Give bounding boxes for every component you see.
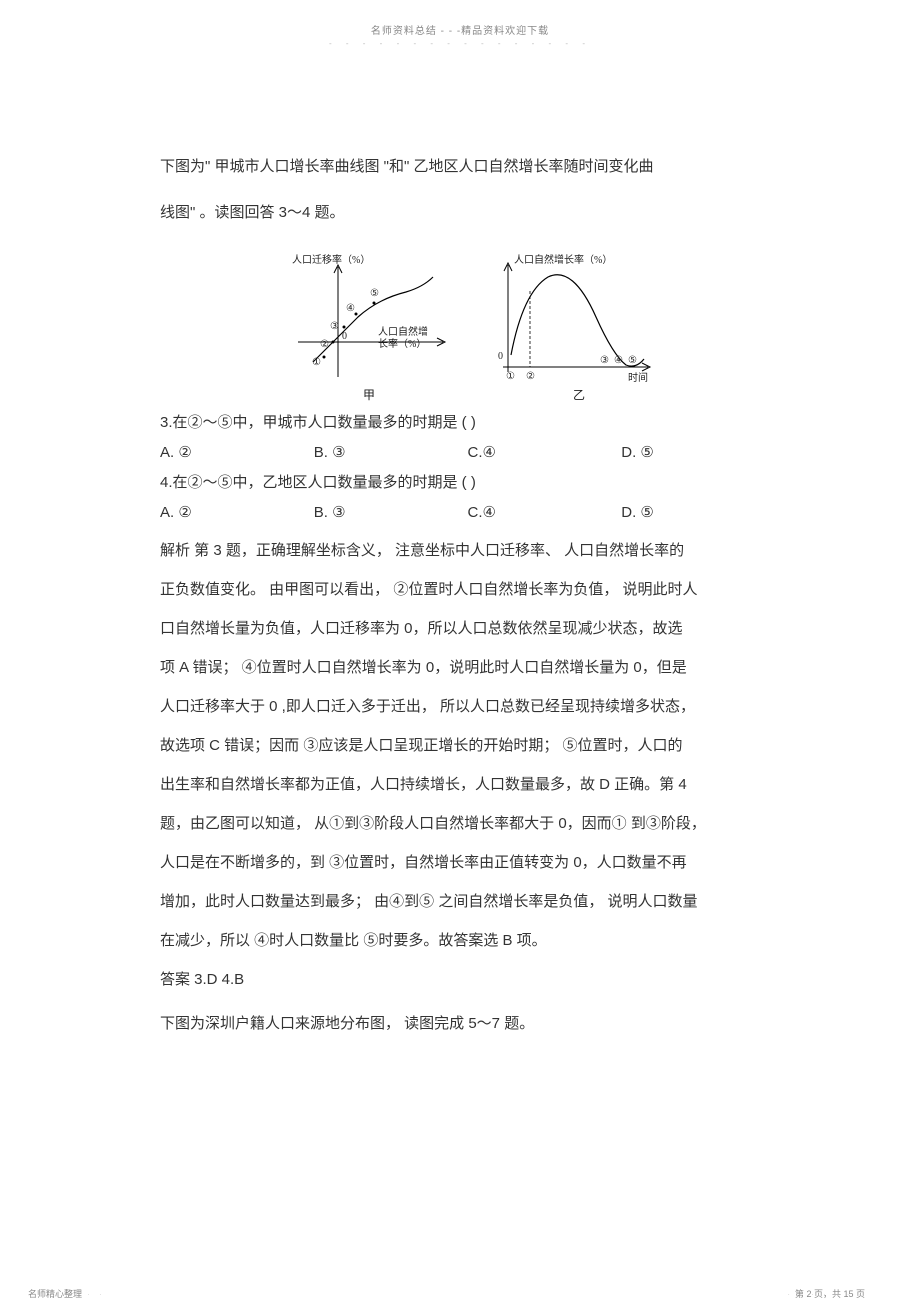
q4-stem: 4.在②～⑤中，乙地区人口数量最多的时期是 ( ): [160, 471, 775, 495]
jia-x-label-1: 人口自然增: [378, 325, 428, 338]
jia-x-label-2: 长率（%）: [378, 337, 426, 350]
exp-l7: 出生率和自然增长率都为正值，人口持续增长，人口数量最多，故 D 正确。第 4: [160, 765, 775, 804]
next-intro: 下图为深圳户籍人口来源地分布图， 读图完成 5～7 题。: [160, 1012, 775, 1036]
header-title: 名师资料总结 - - -精品资料欢迎下载: [371, 26, 549, 37]
yi-marker-4: ④: [614, 355, 623, 366]
main-content: 下图为" 甲城市人口增长率曲线图 "和" 乙地区人口自然增长率随时间变化曲 线图…: [160, 155, 775, 1036]
exp-l5: 人口迁移率大于 0 ,即人口迁入多于迁出， 所以人口总数已经呈现持续增多状态，: [160, 687, 775, 726]
exp-l3: 口自然增长量为负值，人口迁移率为 0，所以人口总数依然呈现减少状态，故选: [160, 609, 775, 648]
exp-l2: 正负数值变化。 由甲图可以看出， ②位置时人口自然增长率为负值， 说明此时人: [160, 570, 775, 609]
q4-opt-d: D. ⑤: [621, 501, 775, 525]
yi-x-label: 时间: [628, 371, 648, 384]
q4-options: A. ② B. ③ C.④ D. ⑤: [160, 501, 775, 525]
figure-container: 人口迁移率（%） 人口自然增 长率（%） 0 ① ② ③ ④ ⑤: [160, 247, 775, 407]
exp-l4: 项 A 错误； ④位置时人口自然增长率为 0，说明此时人口自然增长量为 0，但是: [160, 648, 775, 687]
figure-jia-svg: 人口迁移率（%） 人口自然增 长率（%） 0 ① ② ③ ④ ⑤: [278, 247, 458, 407]
q3-opt-a: A. ②: [160, 441, 314, 465]
figure-yi-svg: 人口自然增长率（%） 时间 0 ① ② ③ ④ ⑤ 乙: [478, 247, 658, 407]
yi-caption: 乙: [573, 388, 585, 402]
jia-marker-5: ⑤: [370, 288, 379, 299]
exp-l11: 在减少，所以 ④时人口数量比 ⑤时要多。故答案选 B 项。: [160, 921, 775, 960]
answer-line: 答案 3.D 4.B: [160, 968, 775, 992]
jia-marker-2: ②: [320, 339, 329, 350]
header-dots: - - - - - - - - - - - - - - - -: [0, 39, 920, 48]
q3-stem: 3.在②～⑤中，甲城市人口数量最多的时期是 ( ): [160, 411, 775, 435]
intro-line-1: 下图为" 甲城市人口增长率曲线图 "和" 乙地区人口自然增长率随时间变化曲: [160, 155, 775, 179]
exp-l8: 题，由乙图可以知道， 从①到③阶段人口自然增长率都大于 0，因而① 到③阶段，: [160, 804, 775, 843]
yi-zero: 0: [498, 351, 503, 362]
q3-options: A. ② B. ③ C.④ D. ⑤: [160, 441, 775, 465]
q4-opt-a: A. ②: [160, 501, 314, 525]
figure-jia: 人口迁移率（%） 人口自然增 长率（%） 0 ① ② ③ ④ ⑤: [278, 247, 458, 407]
exp-l6: 故选项 C 错误；因而 ③应该是人口呈现正增长的开始时期； ⑤位置时，人口的: [160, 726, 775, 765]
yi-marker-3: ③: [600, 355, 609, 366]
explanation-block: 解析 第 3 题，正确理解坐标含义， 注意坐标中人口迁移率、 人口自然增长率的 …: [160, 531, 775, 960]
q4-opt-b: B. ③: [314, 501, 468, 525]
footer-dots-left: . . . . . . .: [28, 1290, 105, 1297]
jia-marker-4: ④: [346, 303, 355, 314]
jia-caption: 甲: [363, 388, 375, 402]
jia-marker-1: ①: [312, 357, 321, 368]
yi-marker-1: ①: [506, 371, 515, 382]
jia-marker-3: ③: [330, 321, 339, 332]
intro-line-2: 线图" 。读图回答 3～4 题。: [160, 201, 775, 225]
footer-dots-right: . . . . . . .: [788, 1290, 865, 1297]
yi-marker-5: ⑤: [628, 355, 637, 366]
page-header: 名师资料总结 - - -精品资料欢迎下载 - - - - - - - - - -…: [0, 0, 920, 48]
yi-curve: [511, 275, 644, 366]
q4-opt-c: C.④: [468, 501, 622, 525]
exp-l10: 增加，此时人口数量达到最多； 由④到⑤ 之间自然增长率是负值， 说明人口数量: [160, 882, 775, 921]
q3-opt-c: C.④: [468, 441, 622, 465]
q3-opt-d: D. ⑤: [621, 441, 775, 465]
jia-y-label: 人口迁移率（%）: [292, 253, 370, 266]
intro-paragraph: 下图为" 甲城市人口增长率曲线图 "和" 乙地区人口自然增长率随时间变化曲 线图…: [160, 155, 775, 225]
yi-y-label: 人口自然增长率（%）: [514, 253, 612, 266]
q3-opt-b: B. ③: [314, 441, 468, 465]
exp-l1: 解析 第 3 题，正确理解坐标含义， 注意坐标中人口迁移率、 人口自然增长率的: [160, 531, 775, 570]
yi-marker-2: ②: [526, 371, 535, 382]
exp-l9: 人口是在不断增多的，到 ③位置时，自然增长率由正值转变为 0，人口数量不再: [160, 843, 775, 882]
figure-yi: 人口自然增长率（%） 时间 0 ① ② ③ ④ ⑤ 乙: [478, 247, 658, 407]
